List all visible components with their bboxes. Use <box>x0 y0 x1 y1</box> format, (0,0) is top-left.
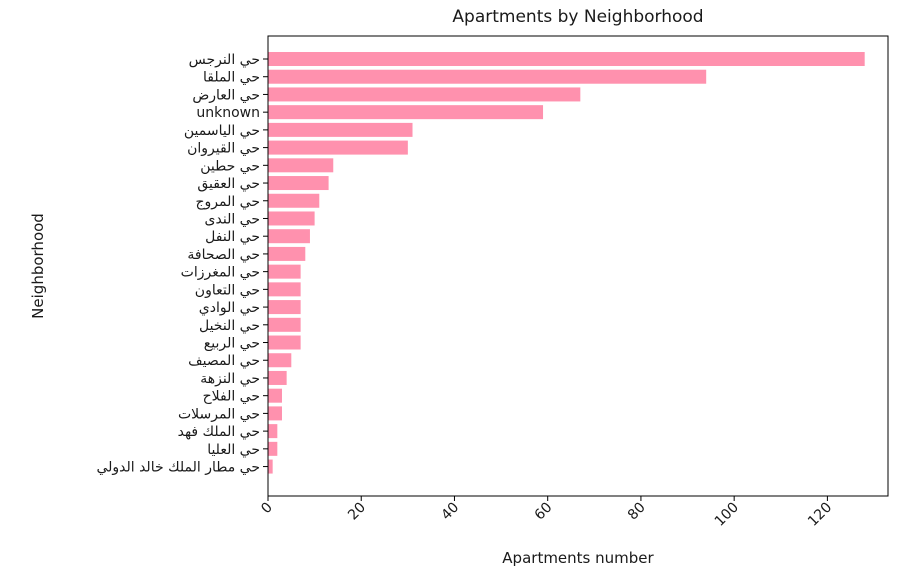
x-tick-label: 20 <box>345 500 369 524</box>
category-label: حي الملك فهد <box>178 424 260 440</box>
category-label: حي المصيف <box>188 353 260 369</box>
x-tick-label: 0 <box>258 500 276 518</box>
bar <box>268 229 310 244</box>
category-label: حي النزهة <box>200 371 260 387</box>
bar <box>268 264 301 279</box>
bar <box>268 246 306 261</box>
bar <box>268 370 287 385</box>
category-label: حي الملقا <box>203 70 260 86</box>
bar <box>268 176 329 191</box>
category-label: حي الياسمين <box>184 123 260 139</box>
category-label: حي القيروان <box>187 141 260 157</box>
x-tick-label: 40 <box>438 500 462 524</box>
category-label: حي المروج <box>195 194 260 210</box>
category-label: حي العارض <box>192 87 260 103</box>
bars-group <box>268 52 865 474</box>
category-label: حي المغرزات <box>181 265 260 281</box>
category-label: حي النفل <box>205 229 260 245</box>
plot-frame <box>267 35 889 497</box>
bar <box>268 317 301 332</box>
bar <box>268 441 278 456</box>
chart-title: Apartments by Neighborhood <box>452 7 703 27</box>
bar <box>268 424 278 439</box>
category-label: حي الفلاح <box>203 389 260 405</box>
bar <box>268 105 544 120</box>
bar <box>268 193 320 208</box>
bar <box>268 388 282 403</box>
category-label: حي الندى <box>205 211 260 227</box>
category-label: حي الوادي <box>199 300 260 316</box>
bar <box>268 300 301 315</box>
category-label: حي العليا <box>207 442 260 458</box>
bar <box>268 353 292 368</box>
x-axis-ticks: 0 20 40 60 80 100 120 <box>258 496 835 530</box>
bar <box>268 335 301 350</box>
category-label: حي النرجس <box>189 52 260 68</box>
bar <box>268 459 273 474</box>
x-axis-label: Apartments number <box>502 549 654 567</box>
category-label: حي المرسلات <box>178 406 260 422</box>
y-axis-label: Neighborhood <box>29 213 47 319</box>
bar <box>268 69 707 84</box>
category-label: حي الصحافة <box>187 247 260 263</box>
category-label: حي العقيق <box>197 176 260 192</box>
category-label: unknown <box>196 105 260 121</box>
bar <box>268 87 581 102</box>
bar <box>268 140 408 155</box>
x-tick-label: 120 <box>805 500 835 530</box>
category-label: حي النخيل <box>199 318 260 334</box>
x-tick-label: 100 <box>712 500 742 530</box>
bar <box>268 122 413 137</box>
x-tick-label: 80 <box>625 500 649 524</box>
category-label: حي حطين <box>200 158 260 174</box>
x-tick-label: 60 <box>532 500 556 524</box>
bar <box>268 282 301 297</box>
category-label: حي التعاون <box>195 282 260 298</box>
bar <box>268 158 334 173</box>
bar <box>268 406 282 421</box>
bar <box>268 52 865 66</box>
category-label: حي مطار الملك خالد الدولي <box>96 460 260 476</box>
category-label: حي الربيع <box>204 336 260 352</box>
bar <box>268 211 315 226</box>
